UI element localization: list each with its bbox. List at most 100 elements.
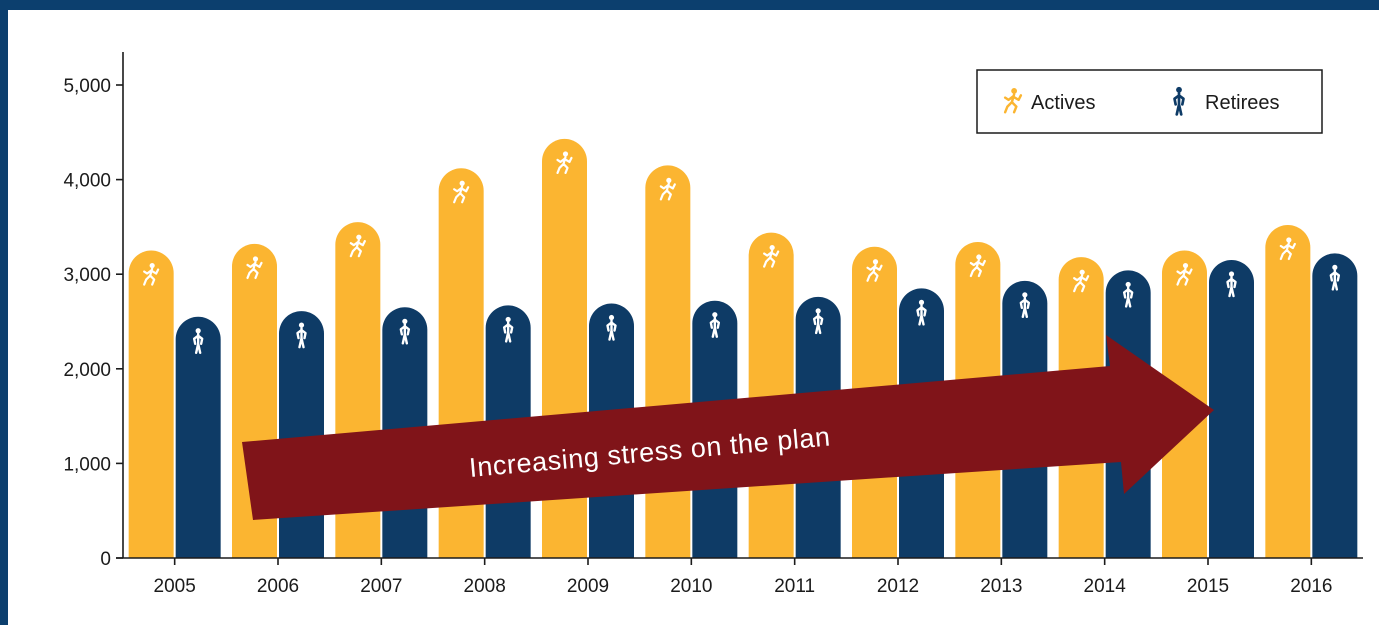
runner-body [1073, 274, 1090, 293]
y-tick-label: 1,000 [63, 454, 111, 475]
stander-body [1122, 286, 1134, 308]
legend-label-actives: Actives [1031, 92, 1095, 114]
stress-arrow-shape [242, 335, 1214, 520]
runner-body [143, 267, 160, 286]
standing-person-icon [916, 299, 927, 326]
runner-body [1279, 241, 1296, 261]
runner-head [1182, 262, 1189, 269]
runner-head [976, 254, 982, 260]
stander-body [192, 332, 204, 354]
runner-body [866, 263, 883, 282]
x-tick-label: 2014 [1084, 576, 1127, 597]
running-person-icon [1279, 237, 1296, 261]
standing-person-icon [296, 322, 307, 349]
running-person-icon [763, 244, 780, 268]
y-tick-label: 5,000 [63, 76, 111, 97]
stander-body [606, 319, 617, 341]
x-tick-label: 2011 [774, 576, 815, 597]
stander-head [1176, 86, 1182, 93]
standing-person-icon [1329, 264, 1341, 291]
stander-head [608, 314, 615, 321]
running-person-icon [1176, 262, 1193, 286]
stander-head [918, 299, 925, 305]
standing-person-icon [1122, 281, 1134, 308]
bar-actives-2016 [1265, 225, 1311, 558]
runner-body [1176, 267, 1193, 286]
stander-body [1329, 269, 1341, 291]
x-tick-label: 2013 [980, 576, 1022, 597]
standing-person-icon [812, 308, 824, 335]
chart-frame: 0 1,000 2,000 3,000 4,000 5,000 2005 2006 2007 20… [8, 10, 1379, 625]
runner-head [769, 244, 775, 251]
runner-head [356, 234, 362, 240]
standing-person-icon [1019, 292, 1031, 319]
y-tick-label: 3,000 [63, 265, 111, 286]
stander-head [298, 322, 305, 328]
standing-person-icon [709, 312, 721, 338]
stander-body [1173, 91, 1185, 116]
standing-person-icon [1173, 86, 1185, 116]
running-person-icon [969, 254, 986, 278]
axes-layer: 0 1,000 2,000 3,000 4,000 5,000 2005 2006 2007 20… [63, 52, 1363, 597]
runner-head [1286, 237, 1292, 243]
stander-head [505, 316, 511, 323]
stress-arrow: Increasing stress on the plan [242, 335, 1214, 520]
legend-box [976, 69, 1323, 134]
stander-body [1226, 275, 1237, 298]
bar-actives-2005 [128, 250, 174, 558]
stander-body [709, 316, 721, 338]
x-tick-label: 2007 [360, 576, 402, 597]
running-person-icon [866, 259, 883, 282]
running-person-icon [1003, 88, 1023, 114]
stander-head [1332, 264, 1338, 270]
stander-body [399, 323, 411, 345]
runner-head [872, 259, 879, 265]
running-person-icon [246, 256, 263, 280]
runner-body [1003, 93, 1023, 114]
runner-body [659, 182, 676, 201]
runner-body [453, 185, 470, 204]
x-tick-label: 2010 [670, 576, 712, 597]
runner-head [1011, 88, 1018, 94]
x-tick-label: 2016 [1290, 576, 1332, 597]
x-tick-label: 2008 [464, 576, 506, 597]
running-person-icon [143, 262, 160, 286]
running-person-icon [453, 180, 470, 204]
runner-body [349, 239, 366, 258]
bar-retirees-2016 [1312, 253, 1358, 558]
stander-head [815, 308, 821, 314]
stander-head [402, 318, 408, 324]
runner-head [252, 256, 259, 262]
x-tick-label: 2009 [567, 576, 609, 597]
x-tick-label: 2012 [877, 576, 919, 597]
stander-head [712, 312, 718, 318]
bar-retirees-2015 [1209, 260, 1254, 558]
stander-body [296, 326, 307, 349]
x-tick-label: 2015 [1187, 576, 1229, 597]
runner-head [666, 177, 672, 184]
runner-body [246, 260, 263, 280]
standing-person-icon [399, 318, 411, 345]
running-person-icon [556, 151, 573, 175]
stander-body [812, 312, 824, 335]
runner-body [969, 258, 986, 278]
runner-head [149, 262, 155, 269]
runner-head [1079, 269, 1085, 275]
standing-person-icon [606, 314, 617, 341]
legend-label-retirees: Retirees [1205, 92, 1279, 114]
bar-retirees-2005 [175, 316, 221, 558]
running-person-icon [1073, 269, 1090, 293]
running-person-icon [659, 177, 676, 201]
y-tick-label: 0 [100, 549, 111, 570]
stander-head [1125, 281, 1131, 288]
bar-actives-2010 [645, 165, 691, 558]
bar-retirees-2006 [279, 311, 324, 558]
stander-body [916, 304, 927, 326]
stander-body [1019, 296, 1031, 319]
runner-head [562, 151, 569, 157]
running-person-icon [349, 234, 366, 258]
runner-head [459, 180, 465, 186]
standing-person-icon [192, 328, 204, 354]
stander-head [195, 328, 201, 334]
stander-head [1228, 271, 1235, 277]
